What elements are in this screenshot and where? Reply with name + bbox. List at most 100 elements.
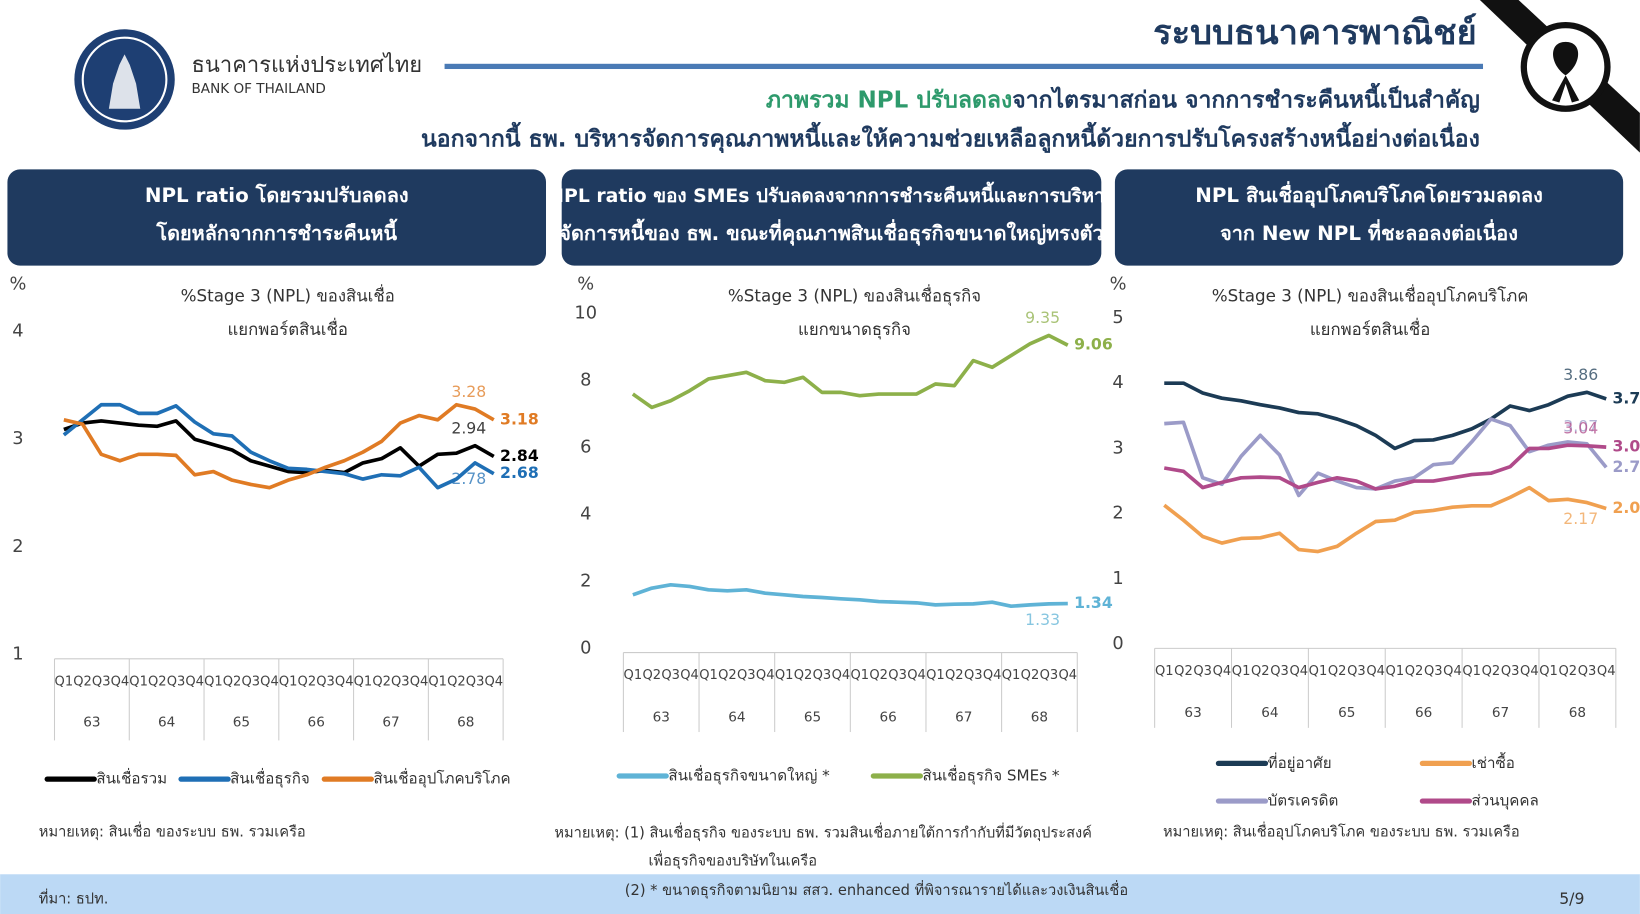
panel-heading-box bbox=[1114, 169, 1624, 266]
x-tick-label: Q4 bbox=[832, 668, 851, 683]
x-group-label: 66 bbox=[308, 715, 325, 731]
x-tick-label: Q4 bbox=[1289, 664, 1308, 679]
x-group-label: 68 bbox=[1569, 705, 1586, 721]
data-label: 2.84 bbox=[500, 446, 539, 465]
x-tick-label: Q3 bbox=[92, 674, 111, 689]
subtitle-highlight: ภาพรวม NPL ปรับลดลง bbox=[766, 87, 1012, 113]
y-tick-label: 5 bbox=[1112, 308, 1123, 328]
x-group-label: 68 bbox=[1031, 709, 1048, 725]
x-tick-label: Q3 bbox=[737, 668, 756, 683]
x-tick-label: Q1 bbox=[850, 668, 869, 683]
x-tick-label: Q1 bbox=[1232, 664, 1251, 679]
page-number: 5/9 bbox=[1559, 889, 1584, 908]
x-tick-label: Q1 bbox=[204, 674, 223, 689]
x-tick-label: Q3 bbox=[1424, 664, 1443, 679]
x-group-label: 64 bbox=[728, 709, 745, 725]
x-group-label: 67 bbox=[955, 709, 972, 725]
data-label: 3.02 bbox=[1612, 437, 1640, 456]
data-label: 3.07 bbox=[1563, 417, 1598, 436]
series-line bbox=[631, 333, 1069, 410]
x-tick-label: Q1 bbox=[1309, 664, 1328, 679]
panel-heading-box bbox=[561, 169, 1102, 266]
x-tick-label: Q2 bbox=[447, 674, 466, 689]
y-tick-label: 2 bbox=[12, 537, 23, 557]
title-rule bbox=[444, 63, 1484, 70]
x-tick-label: Q1 bbox=[775, 668, 794, 683]
data-label: 2.71 bbox=[1612, 457, 1640, 476]
x-tick-label: Q4 bbox=[907, 668, 926, 683]
legend-label: สินเชื่อธุรกิจ SMEs * bbox=[922, 764, 1059, 785]
x-tick-label: Q2 bbox=[1251, 664, 1270, 679]
x-tick-label: Q2 bbox=[1021, 668, 1040, 683]
x-tick-label: Q1 bbox=[428, 674, 447, 689]
bank-name-en: BANK OF THAILAND bbox=[191, 81, 325, 97]
x-tick-label: Q4 bbox=[111, 674, 130, 689]
x-tick-label: Q4 bbox=[1213, 664, 1232, 679]
y-tick-label: 1 bbox=[1112, 569, 1123, 589]
x-tick-label: Q2 bbox=[945, 668, 964, 683]
source: ที่มา: ธปท. bbox=[39, 888, 109, 907]
x-group-label: 65 bbox=[233, 715, 250, 731]
y-tick-label: 0 bbox=[1112, 634, 1123, 654]
x-tick-label: Q3 bbox=[167, 674, 186, 689]
subtitle-rest: จากไตรมาสก่อน จากการชำระคืนหนี้เป็นสำคัญ bbox=[1012, 82, 1480, 113]
legend-label: สินเชื่อธุรกิจขนาดใหญ่ * bbox=[668, 764, 830, 785]
x-group-label: 66 bbox=[880, 709, 897, 725]
y-tick-label: 6 bbox=[580, 438, 591, 458]
logo-ring bbox=[81, 36, 168, 123]
legend-label: เช่าซื้อ bbox=[1472, 752, 1515, 772]
x-tick-label: Q4 bbox=[260, 674, 279, 689]
x-tick-label: Q4 bbox=[185, 674, 204, 689]
x-tick-label: Q2 bbox=[1558, 664, 1577, 679]
x-tick-label: Q1 bbox=[279, 674, 298, 689]
x-tick-label: Q3 bbox=[888, 668, 907, 683]
x-group-label: 68 bbox=[457, 715, 474, 731]
x-group-label: 67 bbox=[1492, 705, 1509, 721]
data-label: 3.04 bbox=[1563, 419, 1598, 438]
legend-label: สินเชื่อรวม bbox=[96, 768, 167, 788]
x-group-label: 64 bbox=[1261, 705, 1278, 721]
panel-heading: โดยหลักจากการชำระคืนหนี้ bbox=[155, 218, 398, 245]
data-label: 9.06 bbox=[1074, 335, 1113, 354]
chart-title: %Stage 3 (NPL) ของสินเชื่อ bbox=[181, 283, 395, 305]
x-group-label: 66 bbox=[1415, 705, 1432, 721]
data-label: 3.76 bbox=[1612, 388, 1640, 407]
panel-heading-box bbox=[7, 169, 547, 266]
legend-label: ที่อยู่อาศัย bbox=[1268, 752, 1332, 772]
data-label: 2.78 bbox=[451, 469, 486, 488]
data-label: 1.33 bbox=[1025, 610, 1060, 629]
y-tick-label: 4 bbox=[580, 505, 591, 525]
data-label: 3.18 bbox=[500, 409, 539, 428]
footer-band bbox=[0, 874, 1640, 914]
x-group-label: 65 bbox=[1338, 705, 1355, 721]
y-tick-label: 8 bbox=[580, 371, 591, 391]
x-tick-label: Q4 bbox=[1443, 664, 1462, 679]
chart-subtitle: แยกขนาดธุรกิจ bbox=[798, 319, 911, 340]
x-tick-label: Q4 bbox=[1366, 664, 1385, 679]
subtitle: ภาพรวม NPL ปรับลดลงจากไตรมาสก่อน จากการช… bbox=[766, 82, 1480, 113]
chart-note: หมายเหตุ: สินเชื่อ ของระบบ ธพ. รวมเครือ bbox=[39, 821, 306, 840]
x-tick-label: Q1 bbox=[55, 674, 74, 689]
data-label: 9.35 bbox=[1025, 308, 1060, 327]
y-tick-label: 3 bbox=[1112, 438, 1123, 458]
y-tick-label: 4 bbox=[12, 322, 23, 342]
x-group-label: 63 bbox=[653, 709, 670, 725]
chart-title: %Stage 3 (NPL) ของสินเชื่อธุรกิจ bbox=[728, 283, 981, 306]
data-label: 2.68 bbox=[500, 463, 539, 482]
x-tick-label: Q3 bbox=[1347, 664, 1366, 679]
y-tick-label: 0 bbox=[580, 638, 591, 658]
x-tick-label: Q1 bbox=[1155, 664, 1174, 679]
data-label: 2.94 bbox=[451, 418, 486, 437]
legend-label: สินเชื่ออุปโภคบริโภค bbox=[373, 768, 510, 789]
series-line bbox=[63, 402, 495, 490]
bank-name-th: ธนาคารแห่งประเทศไทย bbox=[191, 52, 422, 78]
data-label: 2.17 bbox=[1563, 509, 1598, 528]
chart-note: หมายเหตุ: (1) สินเชื่อธุรกิจ ของระบบ ธพ.… bbox=[554, 822, 1092, 841]
x-tick-label: Q2 bbox=[1405, 664, 1424, 679]
x-tick-label: Q3 bbox=[1270, 664, 1289, 679]
x-tick-label: Q3 bbox=[391, 674, 410, 689]
x-tick-label: Q1 bbox=[1462, 664, 1481, 679]
